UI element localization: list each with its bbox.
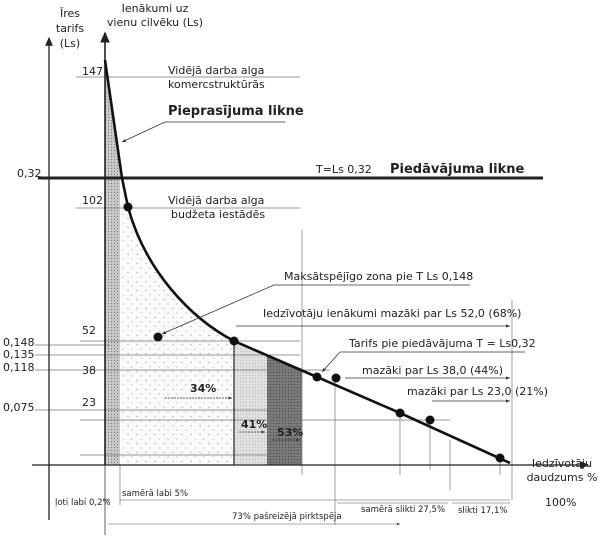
share-53: 53% xyxy=(277,426,303,439)
point-23a xyxy=(395,408,405,418)
tick-0148: 0,148 xyxy=(3,336,35,349)
x-axis-end-label: 100% xyxy=(545,496,576,509)
wage-commercial-1: Vidējā darba alga xyxy=(168,64,264,77)
point-23b xyxy=(425,415,435,425)
gridlines xyxy=(35,76,513,535)
left-axis-title-3: (Ls) xyxy=(60,37,80,50)
tick-0118: 0,118 xyxy=(3,361,35,374)
solvent-zone-area xyxy=(120,165,234,465)
wage-budget-2: budžeta iestādēs xyxy=(171,208,265,221)
tick-38: 38 xyxy=(82,364,96,377)
left-axis-title-1: Īres xyxy=(60,7,80,20)
solvent-zone-arrow xyxy=(161,284,275,335)
current-purchasing-label: 73% pašreizējā pirktspēja xyxy=(232,511,342,522)
supply-tariff-label: T=Ls 0,32 xyxy=(315,163,372,176)
share-41-area xyxy=(234,341,267,465)
point-38 xyxy=(331,373,341,383)
share-34: 34% xyxy=(190,382,216,395)
point-supply-tariff xyxy=(312,372,322,382)
share-41: 41% xyxy=(241,418,267,431)
x-axis-title-1: Iedzīvotāju xyxy=(532,457,592,470)
tick-0075: 0,075 xyxy=(3,401,35,414)
income-axis-title-1: Ienākumi uz xyxy=(122,2,189,15)
point-budget-wage xyxy=(123,202,133,212)
fairly-good-label: samērā labi 5% xyxy=(122,489,188,499)
less-23-label: mazāki par Ls 23,0 (21%) xyxy=(407,385,548,398)
very-good-label: ļoti labi 0,2% xyxy=(55,498,111,508)
income-axis-title-2: vienu cilvēku (Ls) xyxy=(107,16,203,29)
income-less-52-label: Iedzīvotāju ienākumi mazāki par Ls 52,0 … xyxy=(263,307,521,320)
very-good-strip xyxy=(105,60,120,465)
x-axis-title-2: daudzums % xyxy=(527,471,598,484)
bad-label: slikti 17,1% xyxy=(458,506,507,516)
tick-0135: 0,135 xyxy=(3,348,35,361)
tariff-supply-arrow xyxy=(321,351,341,373)
tick-52: 52 xyxy=(82,324,96,337)
demand-curve-label: Pieprasījuma likne xyxy=(168,104,304,119)
tick-032: 0,32 xyxy=(17,167,42,180)
wage-budget-1: Vidējā darba alga xyxy=(168,194,264,207)
left-axis-title-2: tarifs xyxy=(56,22,85,35)
supply-curve-label: Piedāvājuma likne xyxy=(390,162,524,177)
point-52 xyxy=(229,336,239,346)
solvent-zone-label: Maksātspējīgo zona pie T Ls 0,148 xyxy=(284,270,473,283)
point-end xyxy=(495,453,505,463)
point-solvent-zone xyxy=(153,332,163,342)
tariff-supply-label: Tarifs pie piedāvājuma T = Ls0,32 xyxy=(348,337,536,350)
less-38-label: mazāki par Ls 38,0 (44%) xyxy=(362,364,503,377)
tick-102: 102 xyxy=(82,194,103,207)
fairly-bad-label: samērā slikti 27,5% xyxy=(361,505,445,515)
wage-commercial-2: komercstruktūrās xyxy=(168,78,265,91)
curve-points xyxy=(123,202,505,463)
tick-23: 23 xyxy=(82,396,96,409)
tick-147: 147 xyxy=(82,65,103,78)
demand-arrow xyxy=(121,121,166,143)
